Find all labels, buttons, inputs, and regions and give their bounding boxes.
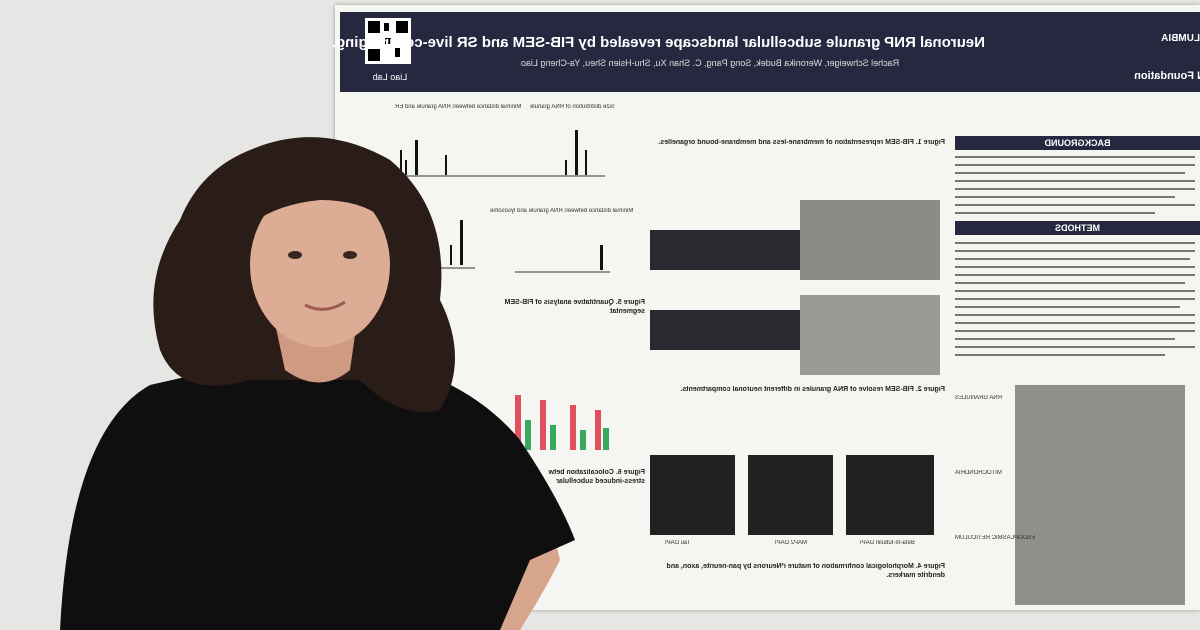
fibsem-image bbox=[800, 200, 940, 280]
graphs bbox=[395, 130, 610, 450]
qr-code bbox=[365, 18, 411, 64]
fibsem-image bbox=[800, 295, 940, 375]
fibsem-image bbox=[650, 310, 800, 350]
micrograph bbox=[846, 455, 934, 535]
micrograph bbox=[650, 455, 735, 535]
em-grid bbox=[1015, 385, 1185, 605]
body-text bbox=[955, 156, 1195, 356]
poster-header bbox=[340, 12, 1200, 92]
fibsem-image bbox=[650, 230, 800, 270]
micrograph bbox=[748, 455, 833, 535]
